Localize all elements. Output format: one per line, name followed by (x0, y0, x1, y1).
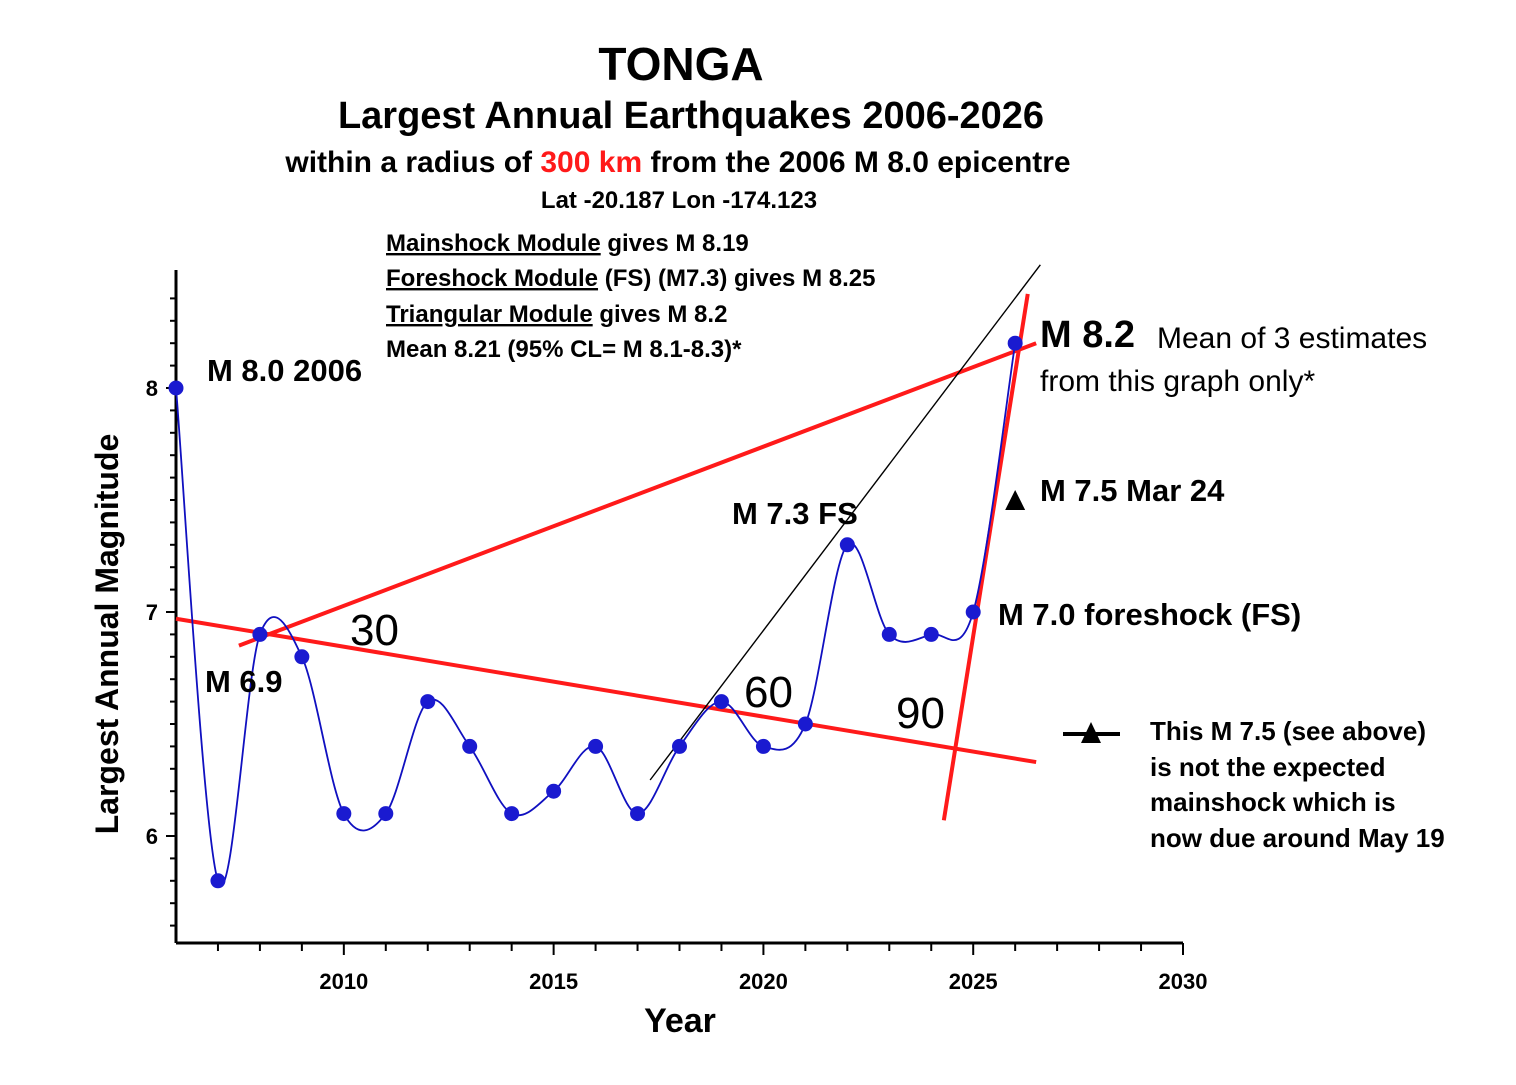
x-tick-label: 2015 (529, 969, 578, 994)
module-text-triangular: gives M 8.2 (593, 301, 728, 328)
chart-subtitle-radius: within a radius of 300 km from the 2006 … (284, 146, 1070, 179)
series-line (175, 343, 1017, 886)
radius-text-a: within a radius of (284, 146, 540, 179)
label-m82-desc2: from this graph only* (1040, 365, 1315, 398)
module-list: Mainshock Module gives M 8.19 Foreshock … (386, 230, 875, 363)
data-point (797, 716, 813, 732)
axes: 6 7 8 2010 2015 2020 2025 2030 (146, 270, 1208, 994)
data-point (839, 537, 855, 553)
note-line-4: now due around May 19 (1150, 823, 1445, 853)
data-point (294, 649, 310, 665)
data-point (210, 873, 226, 889)
module-text-mainshock: gives M 8.19 (601, 230, 749, 257)
data-series (168, 335, 1026, 889)
module-mean: Mean 8.21 (95% CL= M 8.1-8.3)* (386, 336, 742, 363)
note-line-1: This M 7.5 (see above) (1150, 716, 1426, 746)
chart-subtitle: Largest Annual Earthquakes 2006-2026 (338, 95, 1044, 137)
label-m75: M 7.5 Mar 24 (1040, 473, 1225, 508)
x-tick-label: 2025 (949, 969, 998, 994)
label-m69: M 6.9 (205, 664, 283, 699)
data-point (252, 626, 268, 642)
label-m80: M 8.0 2006 (207, 353, 362, 388)
x-axis-label: Year (644, 1002, 716, 1040)
data-point (504, 806, 520, 822)
label-m82-desc1: Mean of 3 estimates (1157, 322, 1427, 355)
x-tick-label: 2030 (1159, 969, 1208, 994)
module-name-mainshock: Mainshock Module (386, 230, 601, 257)
x-tick-label: 2010 (319, 969, 368, 994)
y-tick-label: 6 (146, 824, 158, 849)
data-point (672, 738, 687, 754)
module-name-foreshock: Foreshock Module (386, 265, 598, 292)
y-tick-label: 7 (146, 600, 158, 625)
radius-text-b: from the 2006 M 8.0 epicentre (642, 146, 1071, 179)
data-point (713, 694, 729, 710)
module-foreshock: Foreshock Module (FS) (M7.3) gives M 8.2… (386, 265, 875, 292)
trend-lines (175, 264, 1041, 821)
data-point (546, 783, 562, 799)
label-m70: M 7.0 foreshock (FS) (998, 597, 1301, 632)
data-point (378, 806, 394, 822)
chart-title: TONGA (598, 38, 763, 90)
trend-line-black (649, 264, 1041, 781)
data-point (965, 604, 981, 620)
angle-label-30: 30 (350, 606, 399, 655)
y-axis-label: Largest Annual Magnitude (89, 434, 125, 835)
label-m73: M 7.3 FS (732, 496, 858, 531)
angle-label-90: 90 (896, 689, 945, 738)
data-point (755, 738, 771, 754)
data-point (462, 738, 478, 754)
y-tick-label: 8 (146, 376, 158, 401)
trend-line-red-1 (238, 341, 1037, 648)
label-m82: M 8.2 (1040, 314, 1135, 356)
radius-highlight: 300 km (540, 146, 642, 179)
module-mainshock: Mainshock Module gives M 8.19 (386, 230, 749, 257)
data-point (588, 738, 604, 754)
module-text-foreshock: (FS) (M7.3) gives M 8.25 (598, 265, 875, 292)
note-line-2: is not the expected (1150, 752, 1386, 782)
chart-subtitle-coords: Lat -20.187 Lon -174.123 (541, 187, 817, 214)
data-point (881, 626, 897, 642)
note-triangle-icon (1081, 722, 1101, 743)
data-point (630, 806, 646, 822)
module-triangular: Triangular Module gives M 8.2 (386, 301, 727, 328)
data-point (336, 806, 352, 822)
module-name-triangular: Triangular Module (386, 301, 593, 328)
data-point (923, 626, 939, 642)
x-tick-label: 2020 (739, 969, 788, 994)
angle-label-60: 60 (744, 668, 793, 717)
data-point (168, 380, 184, 396)
note-line-3: mainshock which is (1150, 787, 1396, 817)
note-legend: This M 7.5 (see above) is not the expect… (1063, 716, 1445, 853)
data-point (1007, 335, 1023, 351)
data-point (420, 694, 436, 710)
triangle-marker (1005, 490, 1026, 510)
trend-line-red-3 (941, 293, 1030, 821)
trend-line-red-2 (175, 616, 1037, 765)
